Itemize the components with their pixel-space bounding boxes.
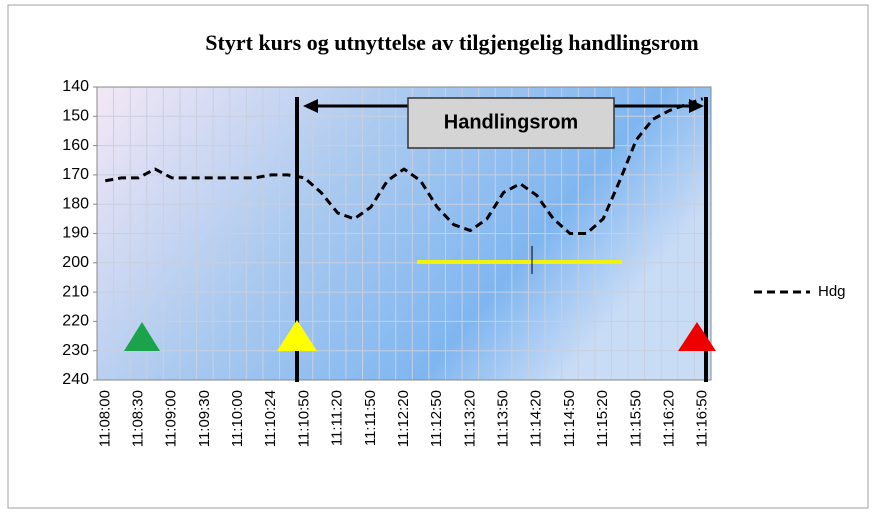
x-tick-label: 11:16:20 [660,390,677,447]
x-tick-label: 11:12:50 [428,390,445,447]
legend-label: Hdg [818,283,846,300]
y-tick-label: 150 [62,108,89,125]
y-tick-label: 160 [62,137,89,154]
x-tick-label: 11:11:50 [362,390,379,446]
x-tick-label: 11:11:20 [329,390,346,446]
x-tick-label: 11:14:20 [528,390,545,447]
x-tick-label: 11:10:24 [262,390,279,447]
annotations: Handlingsrom [124,97,716,382]
arrow-head [303,99,318,113]
y-tick-label: 230 [62,342,89,359]
x-tick-label: 11:13:20 [461,390,478,447]
triangle-marker [678,322,716,351]
annotation-text: Handlingsrom [444,111,578,133]
y-tick-label: 170 [62,166,89,183]
annotation-box [407,97,615,149]
triangle-marker [124,322,160,351]
x-tick-label: 11:13:50 [495,390,512,447]
y-tick-label: 180 [62,195,89,212]
x-tick-label: 11:16:50 [694,390,711,447]
triangle-marker [277,320,317,351]
y-tick-label: 240 [62,371,89,388]
y-tick-label: 190 [62,225,89,242]
y-tick-label: 200 [62,254,89,271]
y-tick-label: 210 [62,283,89,300]
x-tick-label: 11:09:00 [163,390,180,447]
x-tick-label: 11:08:30 [129,390,146,447]
x-tick-label: 11:15:20 [594,390,611,447]
chart-title: Styrt kurs og utnyttelse av tilgjengelig… [205,30,698,55]
x-tick-label: 11:10:50 [295,390,312,447]
data-line [105,97,704,235]
x-tick-label: 11:09:30 [196,390,213,447]
x-tick-label: 11:12:20 [395,390,412,447]
x-tick-label: 11:10:00 [229,390,246,447]
plot-border [96,86,712,381]
y-tick-label: 140 [62,78,89,95]
y-tick-label: 220 [62,313,89,330]
x-tick-label: 11:14:50 [561,390,578,447]
x-tick-label: 11:15:50 [627,390,644,447]
x-tick-label: 11:08:00 [96,390,113,447]
